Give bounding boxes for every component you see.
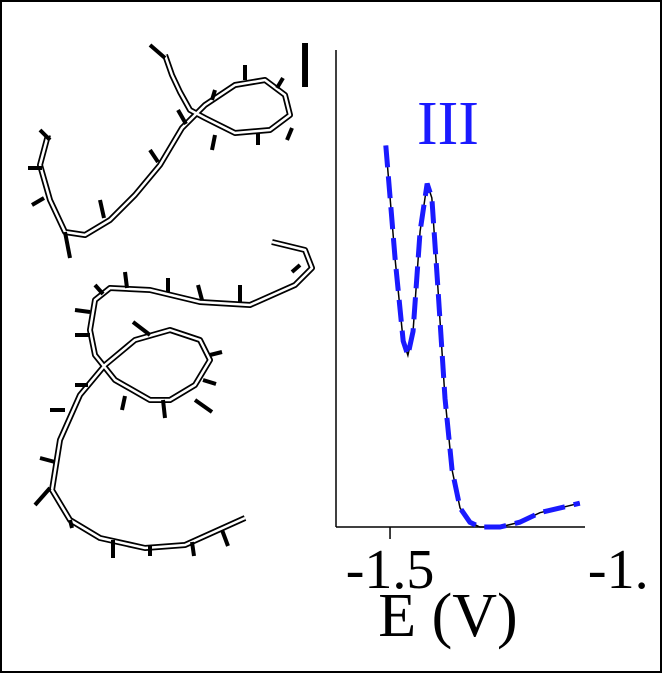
x-tick-label: -1. bbox=[588, 539, 649, 601]
annotation: III bbox=[417, 90, 479, 158]
x-axis-label: E (V) bbox=[378, 582, 517, 650]
line bbox=[383, 145, 581, 530]
dna-drawing bbox=[28, 43, 315, 558]
line bbox=[385, 145, 581, 528]
x-tick-label: -1.5 bbox=[346, 539, 435, 601]
annotation: I bbox=[296, 29, 314, 101]
